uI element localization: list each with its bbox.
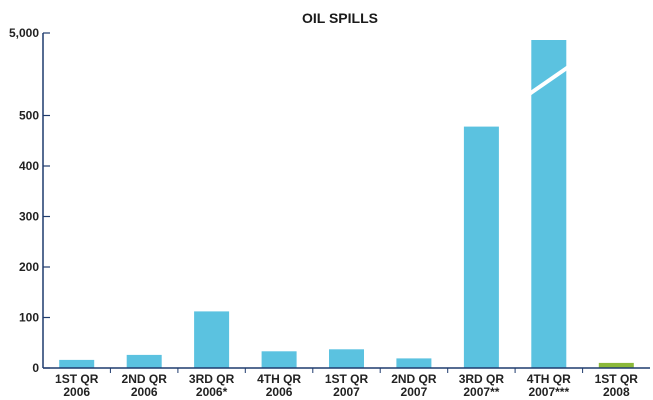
bar-1	[59, 359, 95, 368]
x-tick-label: 2ND QR 2007	[391, 372, 437, 399]
bar-3	[194, 311, 230, 368]
y-tick-label: 200	[19, 260, 39, 274]
y-tick-label: 100	[19, 311, 39, 325]
x-tick-label: 2ND QR 2006	[122, 372, 168, 399]
x-tick-label: 4TH QR 2007***	[527, 372, 571, 399]
bar-2	[126, 354, 162, 368]
bar-7	[463, 126, 499, 368]
x-tick-label: 4TH QR 2006	[257, 372, 301, 399]
y-tick-layer: 0 100 200 300 400 500 5,000	[9, 26, 50, 375]
y-tick-label: 400	[19, 159, 39, 173]
axis-layer	[42, 33, 650, 373]
bar-9	[598, 362, 634, 368]
y-tick-label: 0	[32, 361, 39, 375]
axis-break-slash	[528, 65, 570, 96]
x-tick-label: 1ST QR 2007	[325, 372, 369, 399]
bar-6	[396, 358, 432, 368]
x-tick-label: 3RD QR 2007**	[459, 372, 505, 399]
x-tick-label: 1ST QR 2008	[595, 372, 639, 399]
bar-8	[531, 40, 567, 368]
x-label-layer: 1ST QR 2006 2ND QR 2006 3RD QR 2006* 4TH QR 200…	[55, 372, 638, 399]
bar-5	[329, 349, 364, 368]
bar-4	[261, 351, 297, 368]
x-tick-label: 1ST QR 2006	[55, 372, 99, 399]
y-tick-label: 5,000	[9, 26, 39, 40]
bars-layer	[59, 40, 634, 368]
y-tick-label: 300	[19, 210, 39, 224]
y-tick-label: 500	[19, 109, 39, 123]
chart-title: OIL SPILLS	[302, 10, 378, 26]
x-tick-label: 3RD QR 2006*	[189, 372, 235, 399]
